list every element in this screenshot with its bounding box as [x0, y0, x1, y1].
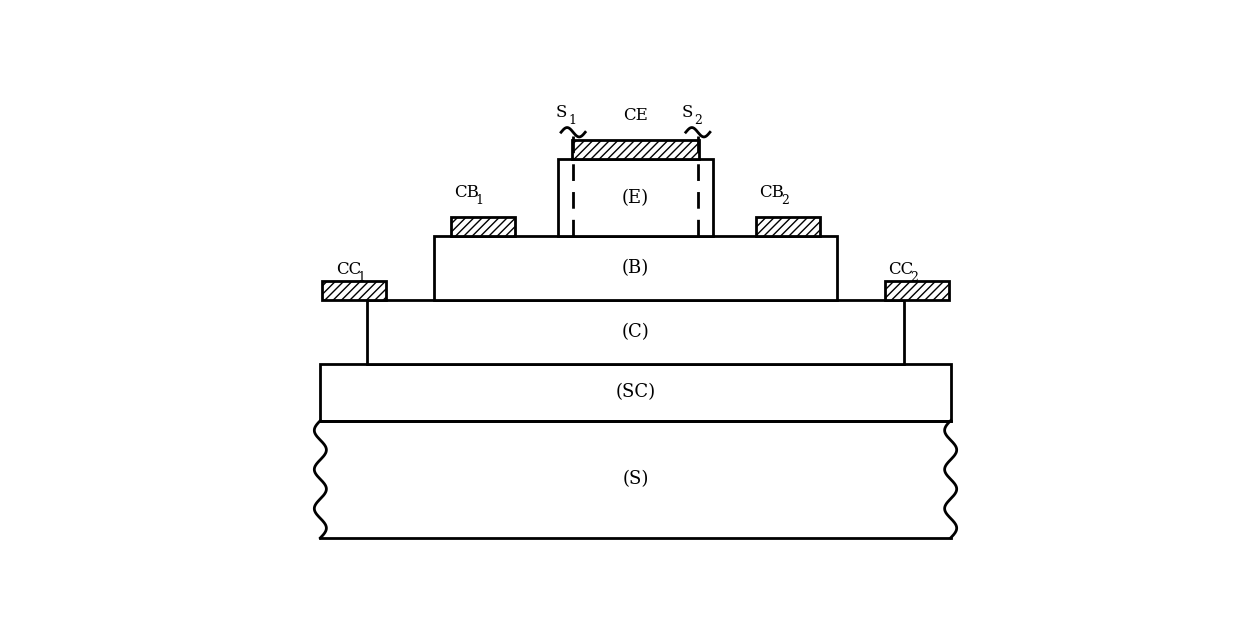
Text: S: S: [556, 103, 568, 120]
Bar: [558, 159, 713, 236]
Bar: [367, 300, 904, 364]
Text: (B): (B): [622, 260, 649, 277]
Bar: [451, 218, 515, 236]
Bar: [756, 218, 820, 236]
Bar: [322, 281, 386, 300]
Text: (SC): (SC): [615, 382, 656, 401]
Text: CB: CB: [454, 184, 479, 201]
Text: (S): (S): [622, 471, 649, 488]
Text: CE: CE: [622, 107, 649, 124]
Text: 2: 2: [781, 194, 789, 207]
Text: (E): (E): [622, 189, 649, 207]
Text: 2: 2: [910, 271, 918, 284]
Text: 2: 2: [694, 113, 703, 127]
Bar: [885, 281, 949, 300]
Text: S: S: [682, 103, 693, 120]
Text: CC: CC: [336, 261, 361, 278]
Bar: [320, 421, 951, 538]
Text: 1: 1: [358, 271, 366, 284]
Bar: [434, 236, 837, 300]
Text: 1: 1: [568, 113, 577, 127]
Text: 1: 1: [476, 194, 484, 207]
Text: CB: CB: [759, 184, 784, 201]
Bar: [320, 364, 951, 421]
Bar: [572, 140, 699, 159]
Text: (C): (C): [621, 323, 650, 341]
Text: CC: CC: [888, 261, 913, 278]
